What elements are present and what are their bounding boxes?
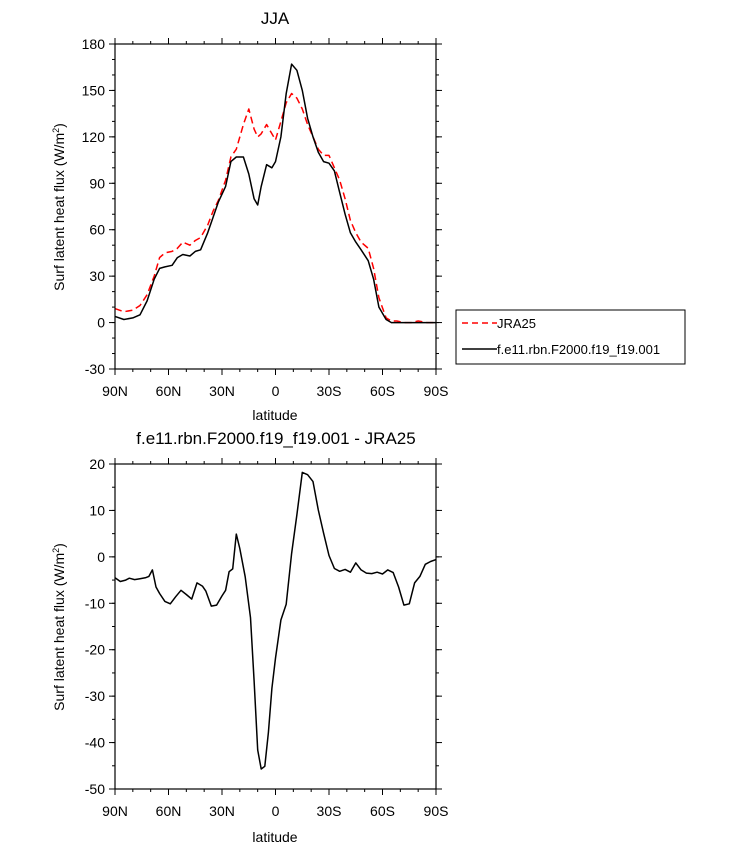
legend: JRA25 f.e11.rbn.F2000.f19_f19.001 <box>455 309 686 365</box>
top-xtick-label: 0 <box>272 383 280 399</box>
top-y-axis-label-close: ) <box>51 123 67 128</box>
bottom-chart: f.e11.rbn.F2000.f19_f19.001 - JRA25 -50-… <box>51 429 448 845</box>
bottom-ytick-label: 0 <box>97 549 105 565</box>
bottom-chart-title: f.e11.rbn.F2000.f19_f19.001 - JRA25 <box>136 429 415 448</box>
legend-box <box>455 309 686 365</box>
top-xtick-label: 30N <box>209 383 235 399</box>
bottom-y-axis-label-main: Surf latent heat flux (W/m <box>51 553 67 711</box>
top-ytick-label: 60 <box>89 222 105 238</box>
top-plot-area: -30 0 30 60 90 120 150 180 90N 60N 30N 0 30S 60S 90S <box>82 36 449 399</box>
bottom-xtick-label: 0 <box>272 803 280 819</box>
top-xtick-label: 90S <box>424 383 449 399</box>
top-series-line-1 <box>114 63 436 324</box>
top-ytick-label: 0 <box>97 315 105 331</box>
legend-label-model: f.e11.rbn.F2000.f19_f19.001 <box>497 342 660 357</box>
bottom-series-line-0 <box>114 471 437 770</box>
top-series-line-0 <box>114 92 436 324</box>
bottom-y-axis-label: Surf latent heat flux (W/m2) <box>51 543 67 711</box>
top-xtick-label: 60N <box>156 383 182 399</box>
bottom-plot-area: -50 -40 -30 -20 -10 0 10 20 90N 60N 30N 0 30S 60S 90S <box>85 456 449 819</box>
top-x-axis-label: latitude <box>252 407 297 423</box>
bottom-xtick-label: 90S <box>424 803 449 819</box>
top-xtick-label: 90N <box>102 383 128 399</box>
bottom-xtick-label: 60S <box>370 803 395 819</box>
legend-label-jra25: JRA25 <box>497 316 536 331</box>
bottom-xtick-label: 60N <box>156 803 182 819</box>
top-ytick-label: -30 <box>85 361 105 377</box>
bottom-xtick-label: 30S <box>317 803 342 819</box>
bottom-ytick-label: -50 <box>85 781 105 797</box>
bottom-ytick-label: 10 <box>89 502 105 518</box>
top-y-axis-label-sup: 2 <box>51 128 61 133</box>
top-chart: JJA -30 0 30 60 90 120 150 180 90N 60N 30N 0 30S 60S 9… <box>51 9 686 423</box>
top-ytick-label: 150 <box>82 82 106 98</box>
top-ytick-label: 30 <box>89 268 105 284</box>
bottom-y-axis-label-sup: 2 <box>51 548 61 553</box>
bottom-xtick-label: 30N <box>209 803 235 819</box>
top-ytick-label: 180 <box>82 36 106 52</box>
top-ytick-label: 120 <box>82 129 106 145</box>
bottom-ytick-label: 20 <box>89 456 105 472</box>
bottom-xtick-label: 90N <box>102 803 128 819</box>
bottom-ytick-label: -20 <box>85 642 105 658</box>
bottom-ytick-label: -40 <box>85 735 105 751</box>
bottom-y-axis-label-close: ) <box>51 543 67 548</box>
top-xtick-label: 60S <box>370 383 395 399</box>
bottom-ytick-label: -10 <box>85 595 105 611</box>
top-chart-title: JJA <box>261 9 290 28</box>
top-y-axis-label: Surf latent heat flux (W/m2) <box>51 123 67 291</box>
top-xtick-label: 30S <box>317 383 342 399</box>
top-plot-frame <box>114 43 437 370</box>
top-y-axis-label-main: Surf latent heat flux (W/m <box>51 133 67 291</box>
bottom-ytick-label: -30 <box>85 688 105 704</box>
top-ytick-label: 90 <box>89 175 105 191</box>
bottom-plot-frame <box>114 463 437 790</box>
bottom-x-axis-label: latitude <box>252 829 297 845</box>
